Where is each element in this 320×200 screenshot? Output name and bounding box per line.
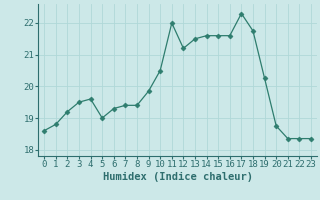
X-axis label: Humidex (Indice chaleur): Humidex (Indice chaleur) [103,172,252,182]
